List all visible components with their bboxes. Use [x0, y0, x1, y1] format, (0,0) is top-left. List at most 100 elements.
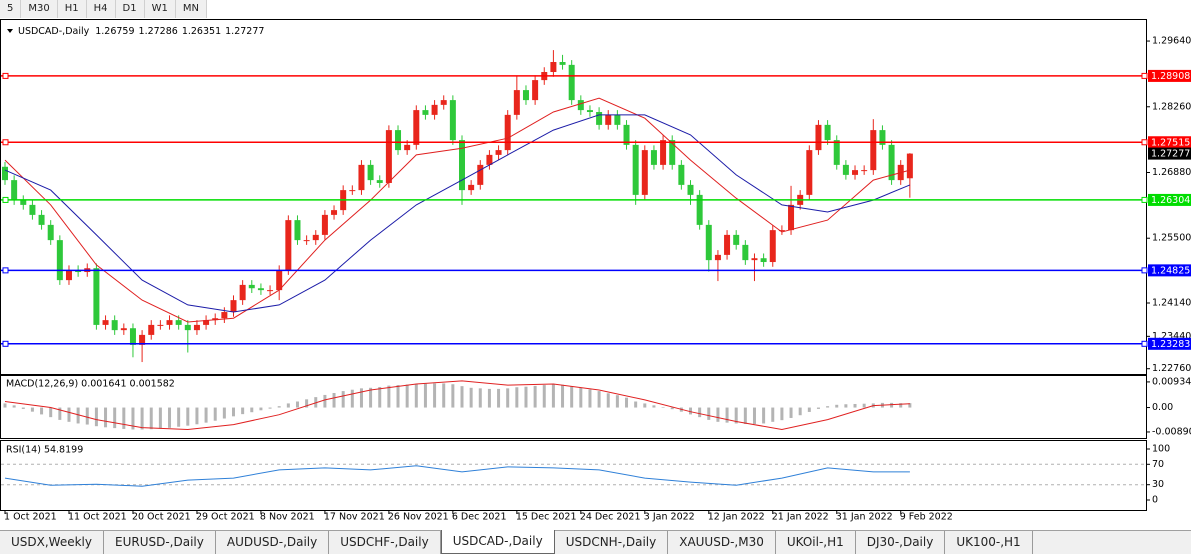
candle-body: [431, 104, 438, 115]
macd-bar: [67, 407, 71, 422]
candle-body: [687, 184, 694, 195]
candle-body: [321, 214, 328, 235]
symbol-tab[interactable]: UKOil-,H1: [776, 531, 856, 554]
symbol-tab[interactable]: DJ30-,Daily: [856, 531, 946, 554]
macd-bar: [542, 385, 546, 408]
candle-body: [778, 230, 785, 232]
candle-body: [888, 144, 895, 181]
macd-bar: [122, 407, 126, 429]
timeframe-button[interactable]: H4: [87, 0, 116, 18]
main-header: USDCAD-,Daily 1.26759 1.27286 1.26351 1.2727…: [18, 26, 264, 37]
level-anchor: [1141, 72, 1148, 79]
candle-body: [276, 270, 283, 291]
candle-body: [93, 268, 100, 325]
candle-body: [824, 124, 831, 141]
candle-body: [559, 62, 566, 65]
candle-body: [596, 112, 603, 125]
symbol-tab[interactable]: XAUUSD-,M30: [668, 531, 776, 554]
candle-body: [632, 144, 639, 195]
level-price-label: 1.26304: [1151, 195, 1190, 206]
macd-bar: [113, 407, 117, 429]
candle-body: [184, 324, 191, 331]
indicator-line: [4, 114, 911, 313]
y-tick-label: -0.00890: [1152, 426, 1191, 437]
level-anchor: [2, 340, 9, 347]
macd-bar: [707, 407, 711, 420]
level-anchor: [2, 72, 9, 79]
macd-bar: [131, 407, 135, 430]
macd-bar: [405, 384, 409, 408]
candle-body: [395, 130, 402, 151]
header-open: 1.26759: [95, 26, 134, 37]
header-high: 1.27286: [139, 26, 178, 37]
macd-bar: [423, 383, 427, 408]
macd-bar: [670, 407, 674, 410]
symbol-tab[interactable]: UK100-,H1: [945, 531, 1033, 554]
candle-body: [769, 230, 776, 263]
candle-body: [38, 214, 45, 225]
x-tick-label: 8 Nov 2021: [260, 512, 315, 523]
level-anchor: [1141, 196, 1148, 203]
candle-body: [861, 170, 868, 172]
macd-panel-frame: [0, 375, 1147, 439]
header-low: 1.26351: [182, 26, 221, 37]
macd-bar: [49, 407, 53, 418]
x-tick-label: 17 Nov 2021: [324, 512, 385, 523]
symbol-tab[interactable]: USDX,Weekly: [0, 531, 104, 554]
macd-bar: [771, 407, 775, 422]
candle-body: [806, 150, 813, 195]
macd-bar: [12, 405, 16, 408]
timeframe-button[interactable]: MN: [176, 0, 207, 18]
timeframe-button[interactable]: W1: [145, 0, 176, 18]
macd-bar: [661, 407, 665, 408]
symbol-tab[interactable]: USDCNH-,Daily: [555, 531, 669, 554]
x-tick-label: 1 Oct 2021: [4, 512, 57, 523]
y-tick-label: 100: [1152, 444, 1170, 455]
symbol-tabs: USDX,Weekly EURUSD-,Daily AUDUSD-,Daily USD…: [0, 530, 1191, 554]
candle-body: [212, 318, 219, 321]
macd-bar: [76, 407, 80, 424]
current-price-label: 1.27277: [1151, 149, 1190, 160]
macd-bar: [378, 386, 382, 408]
macd-bar: [899, 403, 903, 408]
level-anchor: [1141, 267, 1148, 274]
x-tick-label: 20 Oct 2021: [132, 512, 191, 523]
timeframe-button[interactable]: D1: [116, 0, 145, 18]
candle-body: [842, 164, 849, 175]
symbol-tab[interactable]: USDCAD-,Daily: [440, 530, 555, 554]
timeframe-button[interactable]: M30: [21, 0, 58, 18]
candle-body: [577, 100, 584, 111]
y-tick-label: 1.23440: [1152, 331, 1191, 342]
level-price-label: 1.23283: [1151, 339, 1190, 350]
symbol-tab[interactable]: EURUSD-,Daily: [104, 531, 216, 554]
candle-body: [468, 184, 475, 191]
timeframe-button[interactable]: 5: [0, 0, 22, 18]
candle-body: [102, 320, 109, 325]
macd-bar: [469, 387, 473, 408]
candle-body: [157, 324, 164, 326]
candle-body: [47, 224, 54, 241]
macd-bar: [515, 387, 519, 408]
candle-body: [239, 284, 246, 301]
symbol-tab[interactable]: USDCHF-,Daily: [329, 531, 441, 554]
level-price-box: [1148, 264, 1191, 277]
candle-body: [833, 140, 840, 165]
macd-bar: [890, 402, 894, 408]
macd-title: MACD(12,26,9) 0.001641 0.001582: [6, 379, 175, 390]
timeframe-button[interactable]: H1: [58, 0, 87, 18]
candle-body: [586, 110, 593, 113]
candle-body: [257, 288, 264, 291]
macd-bar: [332, 393, 336, 408]
candle-body: [705, 224, 712, 261]
candle-body: [312, 234, 319, 241]
x-tick-label: 15 Dec 2021: [516, 512, 577, 523]
macd-bar: [195, 407, 199, 425]
level-price-label: 1.27515: [1151, 137, 1190, 148]
symbol-tab[interactable]: AUDUSD-,Daily: [216, 531, 330, 554]
macd-bar: [21, 407, 25, 409]
candle-body: [2, 166, 8, 181]
macd-bar: [643, 403, 647, 408]
collapse-arrow: [7, 29, 13, 33]
macd-bar: [506, 388, 510, 408]
candle-body: [285, 220, 292, 271]
